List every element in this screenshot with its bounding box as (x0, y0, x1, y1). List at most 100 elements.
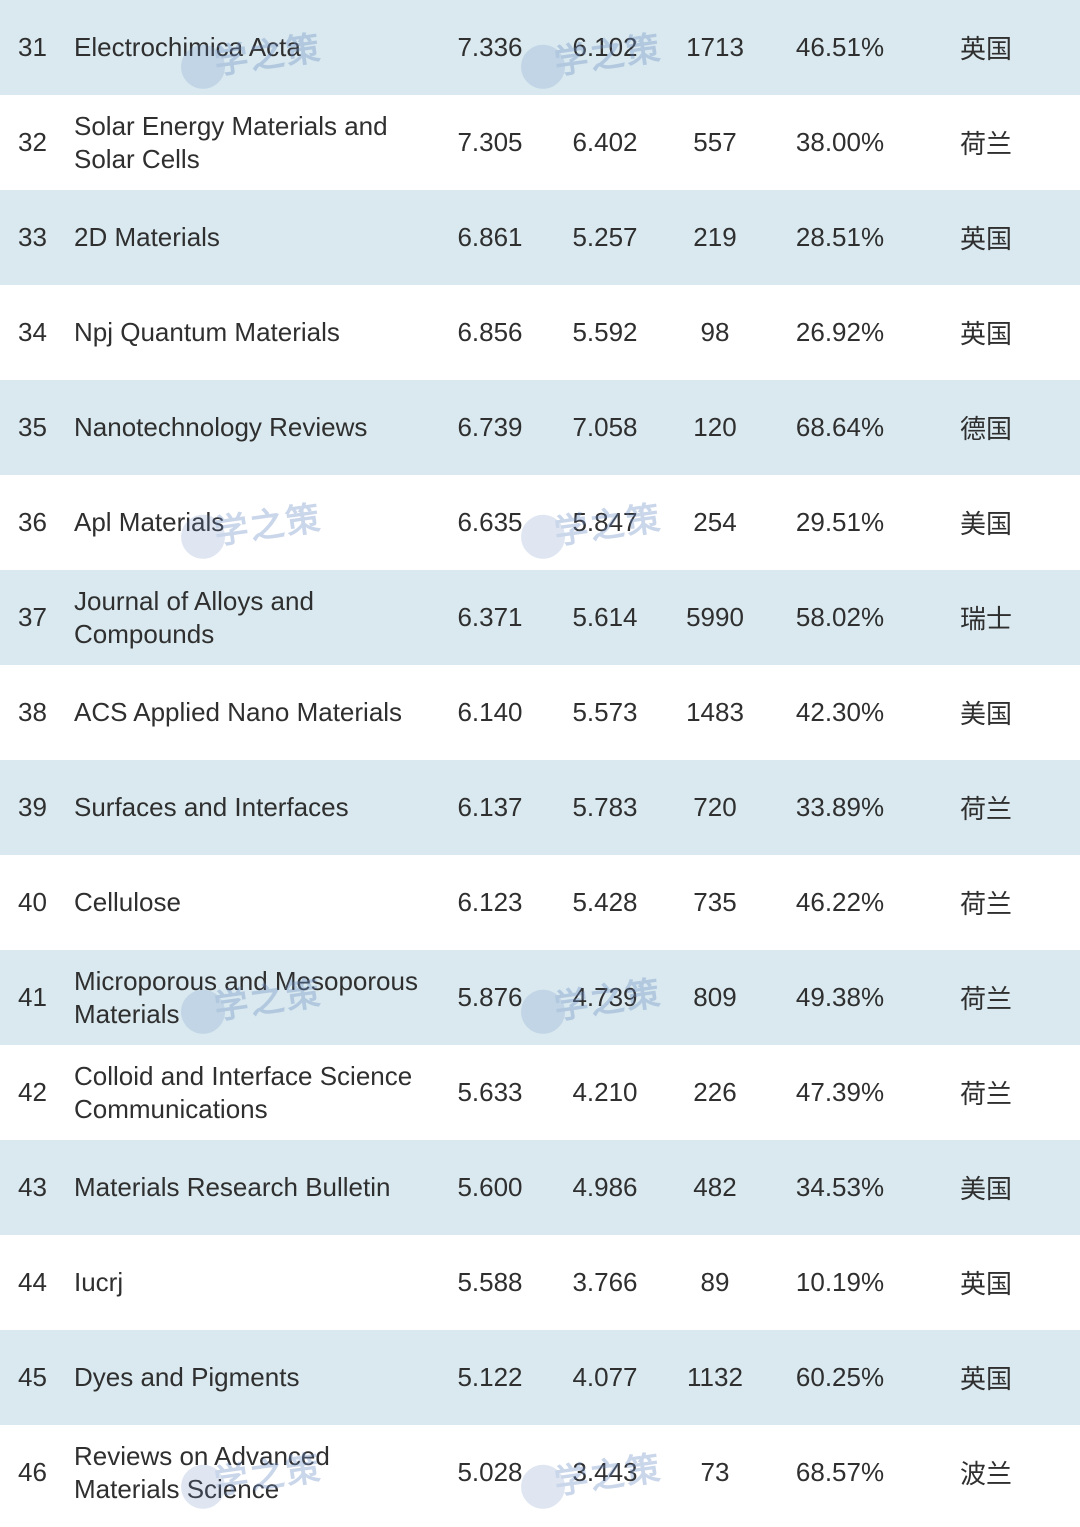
cell-value-2: 5.257 (550, 222, 660, 253)
cell-journal-name: 2D Materials (70, 221, 430, 254)
cell-journal-name: Npj Quantum Materials (70, 316, 430, 349)
cell-rank: 31 (18, 32, 70, 63)
table-row: 32Solar Energy Materials and Solar Cells… (0, 95, 1080, 190)
table-row: 40Cellulose6.1235.42873546.22%荷兰 (0, 855, 1080, 950)
cell-rank: 39 (18, 792, 70, 823)
cell-journal-name: Nanotechnology Reviews (70, 411, 430, 444)
cell-rank: 44 (18, 1267, 70, 1298)
cell-value-1: 6.635 (430, 507, 550, 538)
table-row: 35Nanotechnology Reviews6.7397.05812068.… (0, 380, 1080, 475)
cell-value-1: 5.588 (430, 1267, 550, 1298)
cell-value-1: 5.633 (430, 1077, 550, 1108)
cell-percent: 68.57% (770, 1457, 910, 1488)
cell-journal-name: Microporous and Mesoporous Materials (70, 965, 430, 1030)
cell-country: 荷兰 (910, 789, 1062, 826)
cell-country: 荷兰 (910, 124, 1062, 161)
cell-value-3: 98 (660, 317, 770, 348)
cell-percent: 33.89% (770, 792, 910, 823)
cell-percent: 26.92% (770, 317, 910, 348)
cell-value-1: 6.137 (430, 792, 550, 823)
cell-value-3: 5990 (660, 602, 770, 633)
table-row: 44Iucrj5.5883.7668910.19%英国 (0, 1235, 1080, 1330)
cell-journal-name: Electrochimica Acta (70, 31, 430, 64)
cell-country: 美国 (910, 1169, 1062, 1206)
cell-value-2: 5.592 (550, 317, 660, 348)
cell-value-2: 3.766 (550, 1267, 660, 1298)
cell-value-3: 73 (660, 1457, 770, 1488)
cell-percent: 28.51% (770, 222, 910, 253)
cell-rank: 38 (18, 697, 70, 728)
cell-rank: 33 (18, 222, 70, 253)
cell-value-2: 4.210 (550, 1077, 660, 1108)
table-row: 41Microporous and Mesoporous Materials5.… (0, 950, 1080, 1045)
cell-value-1: 6.123 (430, 887, 550, 918)
cell-rank: 37 (18, 602, 70, 633)
cell-journal-name: Colloid and Interface Science Communicat… (70, 1060, 430, 1125)
cell-value-3: 1713 (660, 32, 770, 63)
table-row: 45Dyes and Pigments5.1224.077113260.25%英… (0, 1330, 1080, 1425)
cell-value-2: 4.739 (550, 982, 660, 1013)
cell-journal-name: Surfaces and Interfaces (70, 791, 430, 824)
table-row: 39Surfaces and Interfaces6.1375.78372033… (0, 760, 1080, 855)
cell-value-2: 5.783 (550, 792, 660, 823)
cell-value-1: 6.371 (430, 602, 550, 633)
cell-value-2: 7.058 (550, 412, 660, 443)
cell-value-2: 3.443 (550, 1457, 660, 1488)
cell-percent: 29.51% (770, 507, 910, 538)
table-row: 37Journal of Alloys and Compounds6.3715.… (0, 570, 1080, 665)
cell-percent: 68.64% (770, 412, 910, 443)
cell-value-1: 7.305 (430, 127, 550, 158)
cell-percent: 46.51% (770, 32, 910, 63)
cell-percent: 46.22% (770, 887, 910, 918)
table-row: 34Npj Quantum Materials6.8565.5929826.92… (0, 285, 1080, 380)
cell-value-2: 6.402 (550, 127, 660, 158)
cell-journal-name: Iucrj (70, 1266, 430, 1299)
cell-value-1: 7.336 (430, 32, 550, 63)
cell-percent: 49.38% (770, 982, 910, 1013)
cell-country: 英国 (910, 219, 1062, 256)
cell-percent: 60.25% (770, 1362, 910, 1393)
cell-journal-name: Journal of Alloys and Compounds (70, 585, 430, 650)
cell-rank: 46 (18, 1457, 70, 1488)
cell-country: 瑞士 (910, 599, 1062, 636)
cell-value-3: 557 (660, 127, 770, 158)
cell-journal-name: ACS Applied Nano Materials (70, 696, 430, 729)
cell-rank: 43 (18, 1172, 70, 1203)
cell-value-2: 5.614 (550, 602, 660, 633)
table-row: 332D Materials6.8615.25721928.51%英国 (0, 190, 1080, 285)
cell-value-1: 6.739 (430, 412, 550, 443)
cell-journal-name: Cellulose (70, 886, 430, 919)
cell-value-3: 1483 (660, 697, 770, 728)
cell-country: 英国 (910, 1264, 1062, 1301)
cell-value-3: 219 (660, 222, 770, 253)
cell-rank: 41 (18, 982, 70, 1013)
cell-value-3: 1132 (660, 1362, 770, 1393)
cell-journal-name: Dyes and Pigments (70, 1361, 430, 1394)
table-row: 43Materials Research Bulletin5.6004.9864… (0, 1140, 1080, 1235)
cell-country: 荷兰 (910, 1074, 1062, 1111)
cell-percent: 38.00% (770, 127, 910, 158)
cell-value-2: 4.077 (550, 1362, 660, 1393)
cell-value-1: 5.876 (430, 982, 550, 1013)
cell-percent: 10.19% (770, 1267, 910, 1298)
cell-value-1: 6.856 (430, 317, 550, 348)
cell-value-2: 6.102 (550, 32, 660, 63)
cell-percent: 34.53% (770, 1172, 910, 1203)
cell-value-3: 254 (660, 507, 770, 538)
cell-value-1: 5.600 (430, 1172, 550, 1203)
cell-percent: 42.30% (770, 697, 910, 728)
cell-country: 英国 (910, 1359, 1062, 1396)
cell-country: 荷兰 (910, 884, 1062, 921)
cell-journal-name: Apl Materials (70, 506, 430, 539)
cell-country: 美国 (910, 504, 1062, 541)
cell-journal-name: Solar Energy Materials and Solar Cells (70, 110, 430, 175)
cell-value-2: 5.847 (550, 507, 660, 538)
table-row: 46Reviews on Advanced Materials Science5… (0, 1425, 1080, 1520)
cell-rank: 35 (18, 412, 70, 443)
cell-country: 波兰 (910, 1454, 1062, 1491)
journal-table: 31Electrochimica Acta7.3366.102171346.51… (0, 0, 1080, 1520)
cell-percent: 58.02% (770, 602, 910, 633)
cell-country: 英国 (910, 29, 1062, 66)
cell-rank: 45 (18, 1362, 70, 1393)
cell-value-3: 482 (660, 1172, 770, 1203)
